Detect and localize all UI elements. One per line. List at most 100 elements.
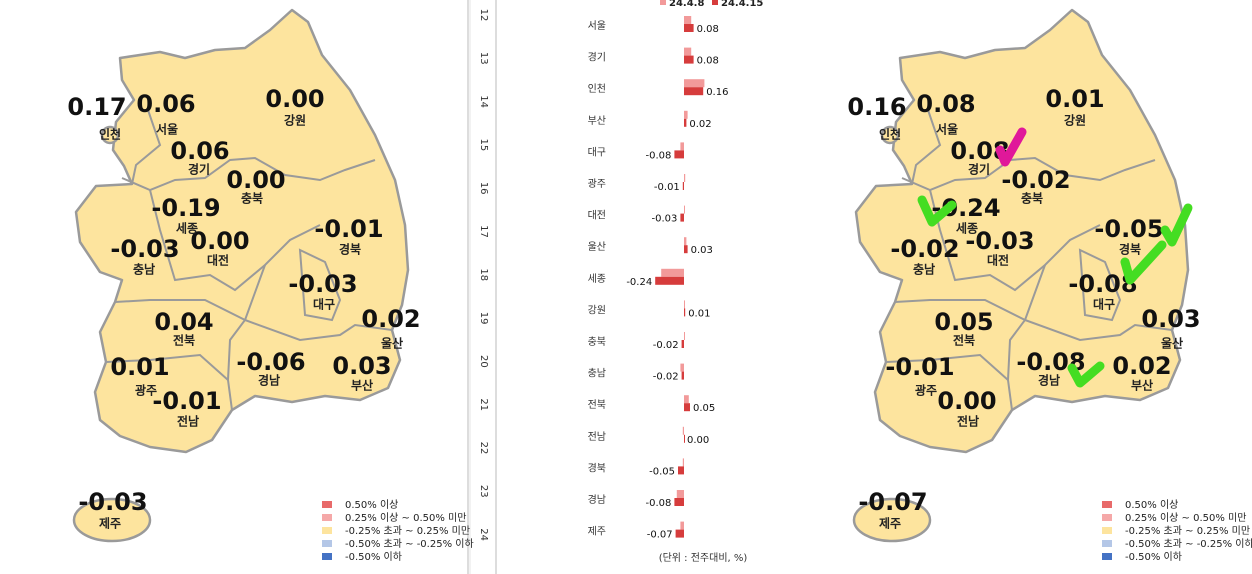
bar: [655, 276, 684, 285]
ruler-label: 23: [478, 485, 489, 498]
legend-label: -0.25% 초과 ~ 0.25% 미만: [1125, 525, 1250, 537]
region-value: -0.01: [314, 215, 383, 243]
region-border: [1023, 264, 1173, 342]
bar: [684, 24, 694, 32]
data-label: 0.01: [688, 308, 710, 319]
data-label: 0.08: [697, 24, 719, 35]
region-name: 충북: [241, 191, 263, 206]
legend-label: 0.50% 이상: [1125, 499, 1178, 511]
data-label: 0.16: [706, 87, 728, 98]
land: [74, 8, 410, 454]
data-label: -0.05: [649, 466, 675, 477]
legend-swatch: [322, 553, 332, 560]
region-value: 0.16: [847, 93, 906, 121]
bar: [684, 16, 692, 24]
data-label: -0.07: [647, 530, 673, 541]
region-value: 0.00: [937, 387, 996, 415]
legend-label: 24.4.8: [669, 0, 704, 9]
region-border: [243, 264, 393, 342]
land: [854, 8, 1190, 454]
bar: [684, 395, 689, 404]
ruler-label: 18: [478, 268, 489, 281]
legend-swatch: [322, 540, 332, 547]
bar: [661, 268, 684, 277]
bar: [681, 340, 684, 348]
data-label: 0.02: [689, 119, 711, 130]
bar: [684, 55, 694, 64]
data-label: -0.24: [626, 277, 652, 288]
bar: [684, 332, 685, 340]
region-value: -0.07: [858, 488, 927, 516]
bar: [676, 490, 684, 498]
region-map: 0.06서울0.06경기0.17인천0.03부산-0.03대구0.01광주0.0…: [67, 8, 474, 563]
bar: [684, 47, 692, 56]
region-name: 대구: [313, 298, 335, 312]
region-border: [149, 189, 321, 292]
region-name: 부산: [351, 378, 373, 393]
region-name: 경북: [1119, 243, 1141, 257]
category-label: 경남: [588, 493, 606, 506]
region-name: 경남: [1038, 373, 1060, 388]
bar: [682, 426, 684, 435]
category-label: 경기: [588, 51, 606, 64]
region-name: 전남: [177, 414, 199, 429]
region-value: -0.19: [151, 194, 220, 222]
bar: [680, 521, 684, 530]
ruler-label: 19: [478, 312, 489, 325]
region-border: [885, 353, 1009, 381]
island: [72, 497, 152, 543]
bar: [674, 150, 684, 159]
ruler-label: 14: [478, 95, 489, 108]
region-value: -0.01: [885, 353, 954, 381]
region-value: 0.00: [226, 166, 285, 194]
legend-label: -0.25% 초과 ~ 0.25% 미만: [345, 525, 470, 537]
ruler-label: 17: [478, 225, 489, 238]
bar: [680, 363, 684, 372]
region-value: -0.03: [288, 270, 357, 298]
region-value: 0.08: [916, 90, 975, 118]
island: [852, 497, 932, 543]
category-label: 대전: [588, 210, 606, 222]
legend-label: -0.50% 초과 ~ -0.25% 이하: [345, 537, 474, 550]
region-name: 경기: [968, 162, 990, 177]
data-label: -0.01: [654, 182, 680, 193]
region-value: 0.06: [136, 90, 195, 118]
data-label: -0.08: [646, 498, 672, 509]
bar: [682, 182, 684, 190]
legend-label: -0.50% 이하: [1125, 550, 1182, 563]
region-value: -0.01: [152, 387, 221, 415]
data-label: 0.00: [687, 435, 709, 446]
legend-label: 0.25% 이상 ~ 0.50% 미만: [1125, 512, 1246, 524]
unit-note: (단위 : 전주대비, %): [659, 551, 748, 564]
region-map: 0.08서울0.08경기0.16인천0.02부산-0.08대구-0.01광주-0…: [847, 8, 1252, 563]
annotation-check: [1120, 240, 1167, 285]
region-name: 대구: [1093, 298, 1115, 312]
category-label: 경북: [588, 461, 606, 474]
annotation-check: [995, 127, 1027, 167]
region-name: 전북: [953, 333, 975, 348]
region-value: 0.01: [1045, 85, 1104, 113]
region-name: 충남: [913, 262, 935, 277]
legend-swatch: [712, 0, 718, 5]
region-border: [105, 353, 229, 381]
region-name: 전남: [957, 414, 979, 429]
region-value: -0.05: [1094, 215, 1163, 243]
category-label: 전북: [588, 399, 606, 411]
region-border: [1078, 248, 1122, 322]
region-name: 경기: [188, 162, 210, 177]
region-value: 0.06: [170, 137, 229, 165]
category-label: 울산: [588, 241, 606, 253]
ruler-label: 12: [478, 9, 489, 22]
bar: [675, 529, 684, 538]
category-label: 부산: [588, 115, 606, 127]
legend-swatch: [660, 0, 666, 5]
region-value: 0.02: [1112, 352, 1171, 380]
region-name: 경북: [339, 243, 361, 257]
ruler-label: 16: [478, 182, 489, 195]
region-name: 인천: [99, 127, 121, 142]
bar: [682, 458, 684, 467]
region-name: 세종: [956, 221, 978, 236]
category-label: 충북: [588, 336, 606, 348]
bar: [678, 466, 684, 475]
